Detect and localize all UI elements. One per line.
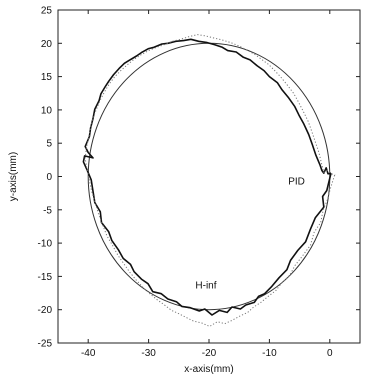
- x-tick-label: -40: [81, 348, 96, 359]
- y-tick-label: 20: [41, 39, 53, 50]
- plot-frame: [57, 9, 361, 344]
- y-tick-label: -20: [38, 305, 53, 316]
- x-tick-label: -30: [141, 348, 156, 359]
- x-tick-label: -10: [262, 348, 277, 359]
- tick-labels: -40 -30 -20 -10 0 -25 -20 -15 -10 -5 0 5 10 15 20 25: [38, 6, 360, 359]
- series-line-pid: [84, 34, 336, 327]
- y-tick-label: 15: [41, 72, 53, 83]
- x-tick-label: 0: [327, 348, 333, 359]
- y-tick-label: 0: [46, 172, 52, 183]
- series-line-h-inf: [82, 38, 332, 316]
- y-tick-label: 10: [41, 105, 53, 116]
- annotation-h-inf: H-inf: [195, 280, 216, 291]
- y-axis-label: y-axis(mm): [8, 152, 19, 201]
- y-tick-label: -10: [38, 239, 53, 250]
- x-axis-label: x-axis(mm): [184, 364, 233, 375]
- y-tick-label: 25: [41, 6, 53, 17]
- y-tick-label: -15: [38, 272, 53, 283]
- y-tick-label: 5: [46, 139, 52, 150]
- x-tick-label: -20: [202, 348, 217, 359]
- y-tick-label: -5: [43, 205, 52, 216]
- plot-area: [57, 9, 361, 344]
- y-tick-label: -25: [38, 339, 53, 350]
- annotation-pid: PID: [288, 176, 305, 187]
